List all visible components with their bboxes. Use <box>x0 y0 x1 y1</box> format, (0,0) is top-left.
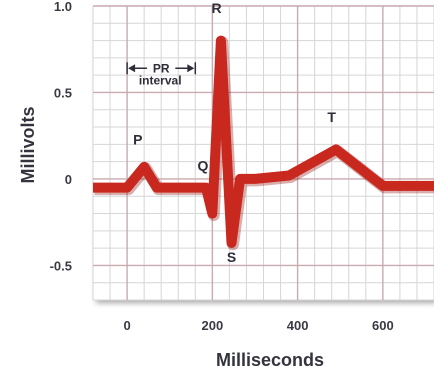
x-tick-label: 0 <box>123 318 130 333</box>
x-tick-label: 400 <box>287 318 309 333</box>
y-tick-label: -0.5 <box>50 258 72 273</box>
wave-label-r: R <box>212 0 222 16</box>
y-axis-title: Millivolts <box>18 106 38 183</box>
wave-label-t: T <box>327 109 336 125</box>
grid-minor <box>92 6 434 301</box>
pr-interval-right-arrowhead <box>187 64 195 73</box>
wave-label-s: S <box>227 249 236 265</box>
x-axis-title: Milliseconds <box>216 350 324 370</box>
y-tick-label: 0.5 <box>54 85 72 100</box>
y-tick-label: 0 <box>65 172 72 187</box>
x-tick-label: 600 <box>372 318 394 333</box>
pr-interval-label-line2: interval <box>139 73 182 87</box>
pr-interval-left-arrowhead <box>128 64 136 73</box>
wave-labels: P Q R S T <box>133 0 336 265</box>
wave-label-q: Q <box>198 157 209 173</box>
y-tick-labels: 1.0 0.5 0 -0.5 <box>50 0 72 273</box>
x-tick-labels: 0 200 400 600 <box>123 318 393 333</box>
wave-label-p: P <box>133 131 142 147</box>
series-layer <box>93 35 434 251</box>
y-tick-label: 1.0 <box>54 0 72 14</box>
pr-interval-annotation: PR interval <box>126 61 197 87</box>
ecg-trace <box>93 35 434 248</box>
pr-interval-label-line1: PR <box>153 61 170 75</box>
x-tick-label: 200 <box>201 318 223 333</box>
